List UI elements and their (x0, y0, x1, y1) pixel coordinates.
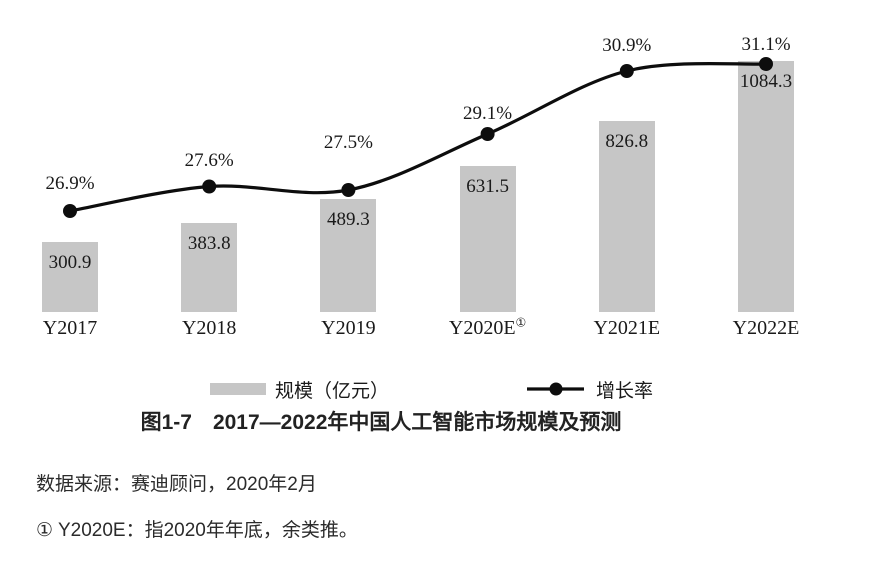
bar-value-label: 300.9 (48, 252, 92, 274)
growth-point-label: 29.1% (463, 103, 513, 124)
x-axis-label-text: Y2018 (181, 317, 237, 339)
legend-item-scale: 规模（亿元） (210, 380, 389, 402)
bar-Y2018 (181, 223, 238, 312)
growth-point-dot (202, 179, 217, 194)
figure-caption: 图1-7 2017—2022年中国人工智能市场规模及预测 (140, 411, 622, 434)
growth-point-label: 31.1% (741, 34, 791, 55)
x-axis-label-superscript: ① (515, 315, 527, 330)
data-source-note: 数据来源：赛迪顾问，2020年2月 (36, 474, 317, 495)
bar-value-label: 383.8 (187, 233, 231, 255)
growth-point-label: 30.9% (602, 35, 652, 56)
x-axis-label-text: Y2020E (448, 317, 516, 339)
growth-point-dot (619, 64, 634, 78)
legend-label-scale: 规模（亿元） (275, 380, 390, 402)
bar-value-label: 1084.3 (739, 71, 793, 92)
x-axis-label: Y2021E (557, 318, 697, 338)
x-axis-label: Y2019 (278, 318, 418, 338)
growth-point-dot (480, 127, 495, 141)
x-axis-label-text: Y2021E (593, 317, 661, 339)
x-axis-label: Y2018 (139, 318, 279, 338)
growth-point-label: 26.9% (45, 173, 95, 194)
bar-legend-swatch (210, 383, 266, 395)
bar-value-label: 826.8 (605, 130, 649, 152)
legend-item-growth: 增长率 (525, 380, 653, 402)
x-axis-label-text: Y2019 (321, 317, 376, 339)
footnote: ① Y2020E：指2020年年底，余类推。 (36, 520, 358, 541)
x-axis-label: Y2020E① (418, 315, 558, 339)
x-axis-label-text: Y2017 (42, 317, 98, 339)
bar-value-label: 631.5 (466, 175, 509, 197)
bar-Y2017 (42, 242, 98, 312)
x-axis-label-text: Y2022E (732, 317, 800, 339)
line-legend-glyph (527, 382, 584, 396)
bar-Y2019 (320, 198, 377, 312)
legend-label-growth: 增长率 (596, 380, 654, 402)
x-axis-label: Y2017 (0, 318, 140, 338)
growth-point-label: 27.5% (323, 132, 373, 153)
bar-value-label: 489.3 (327, 208, 370, 230)
growth-point-dot (63, 204, 77, 218)
x-axis-label: Y2022E (696, 318, 836, 338)
bar-Y2022E (738, 61, 794, 312)
growth-point-dot (341, 183, 356, 197)
growth-point-label: 27.6% (184, 149, 234, 171)
